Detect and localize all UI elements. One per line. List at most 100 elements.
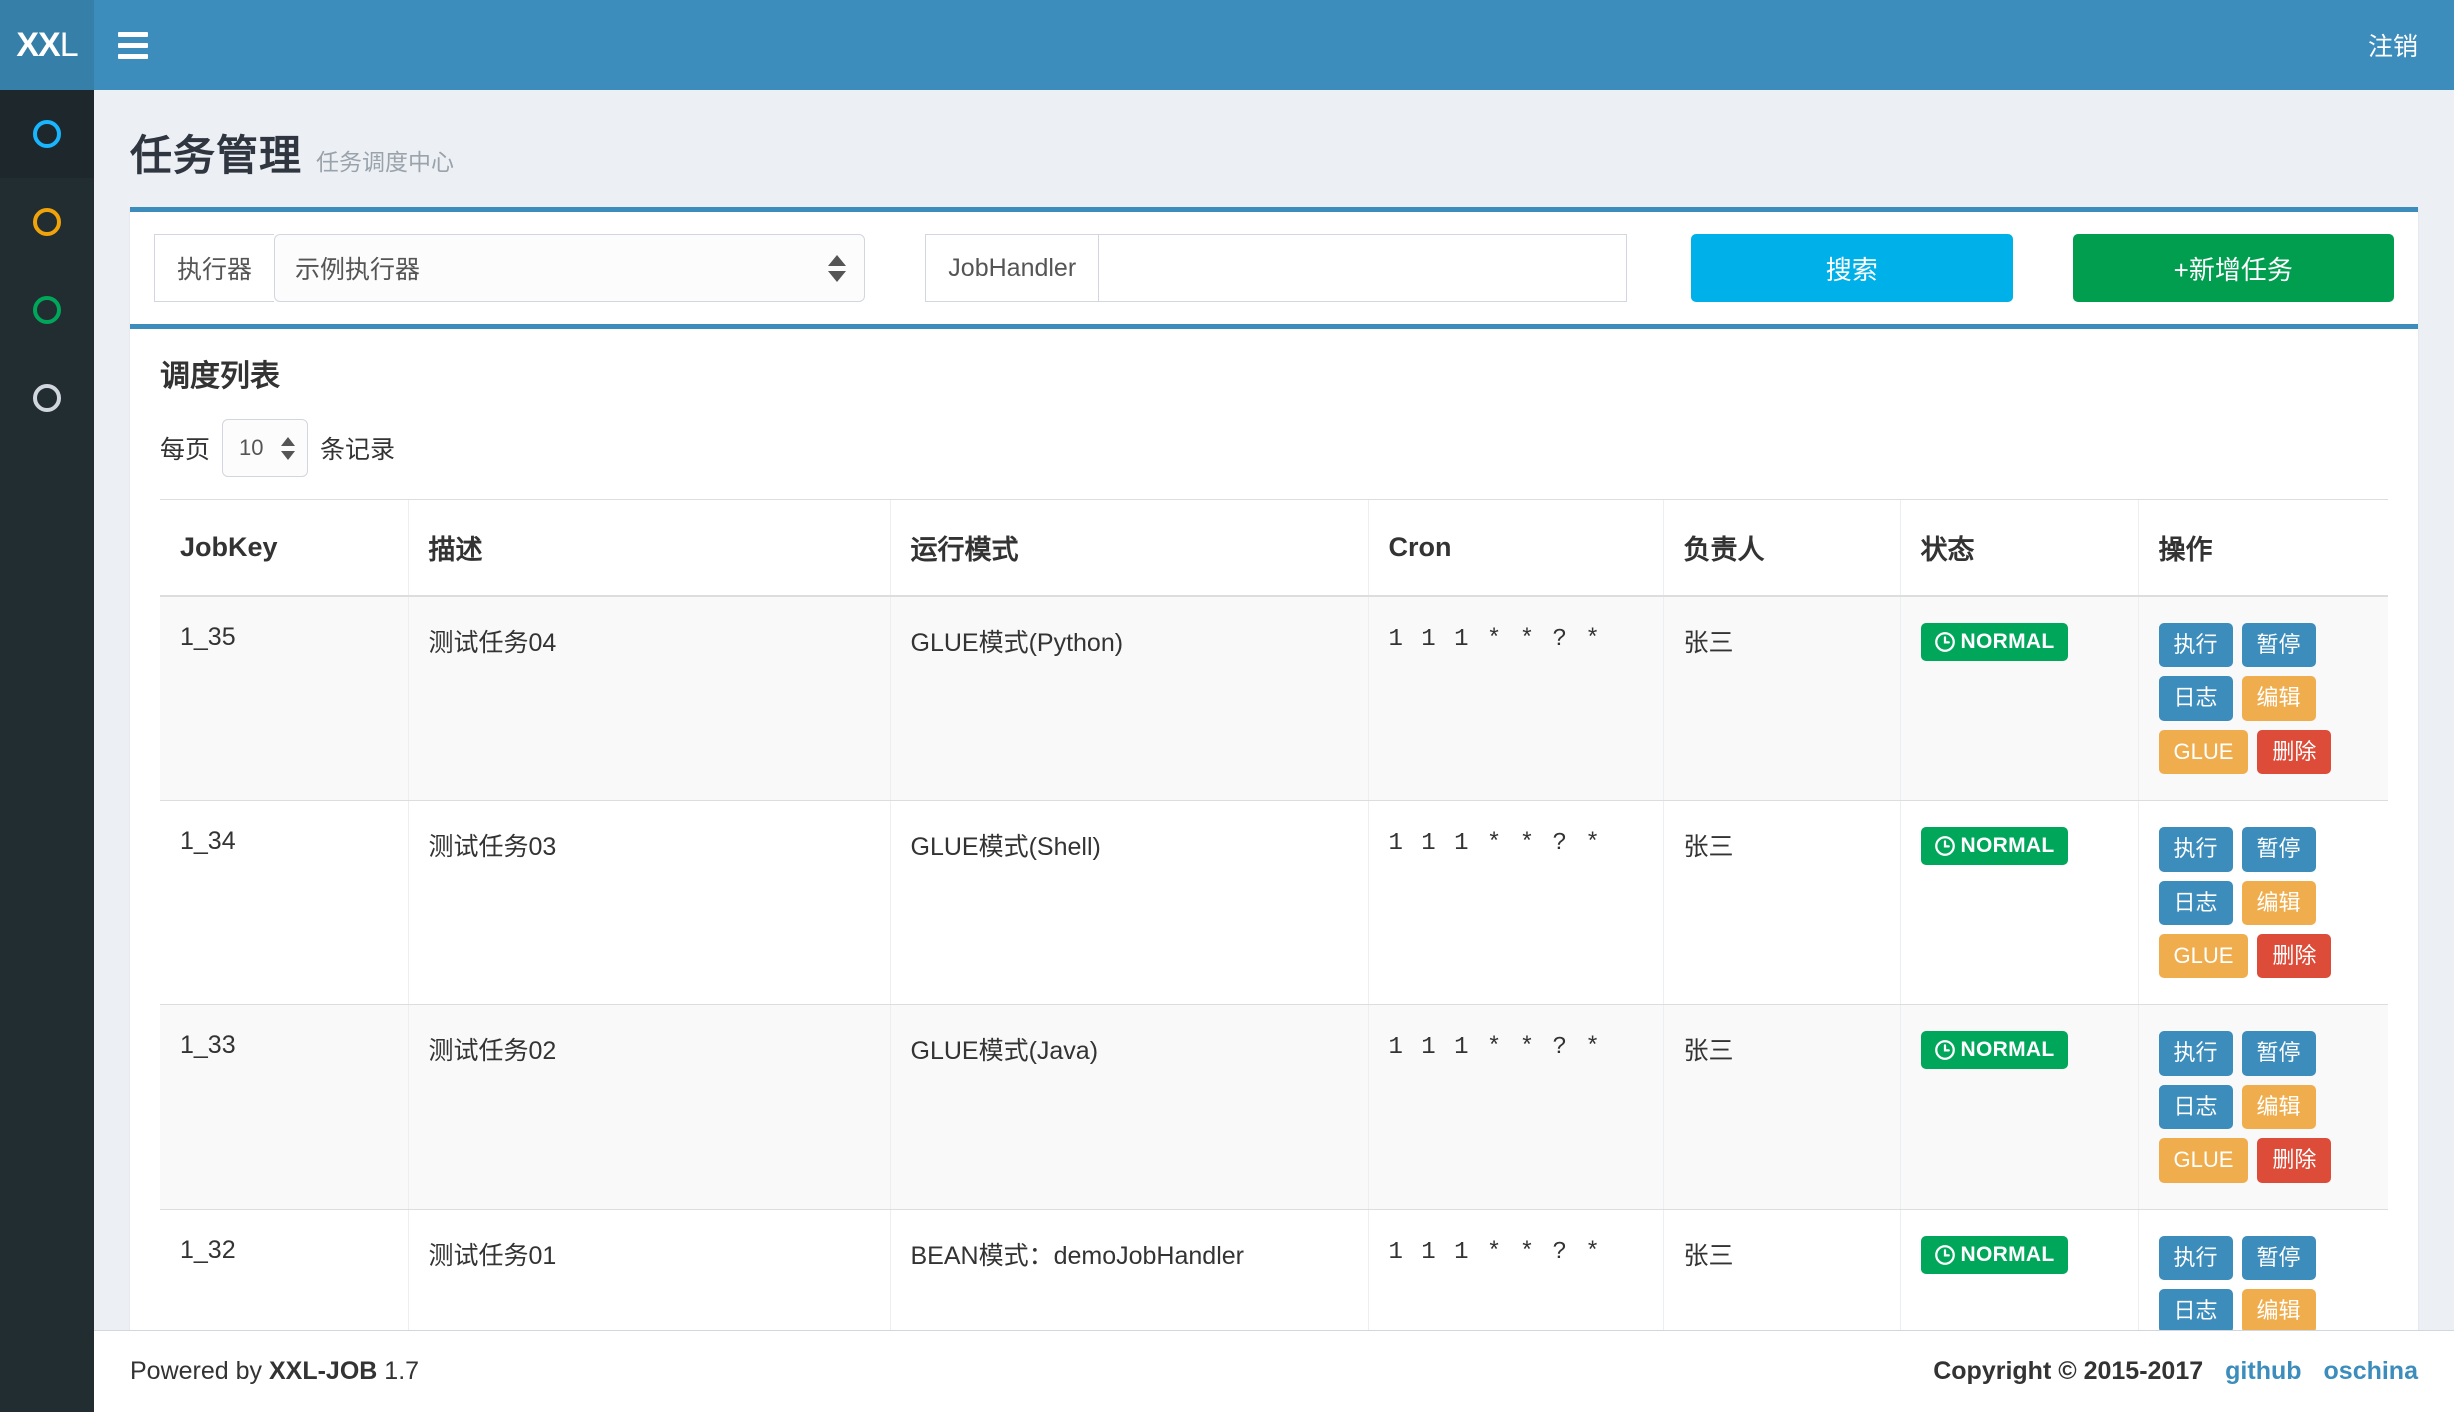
page-title: 任务管理 xyxy=(130,132,303,179)
row-1-op-删除-button[interactable]: 删除 xyxy=(2257,933,2332,979)
cell-desc: 测试任务03 xyxy=(407,800,890,1006)
status-badge-label: NORMAL xyxy=(1960,834,2055,858)
cron-value: 1 1 1 * * ? * xyxy=(1388,1238,1602,1266)
row-1-op-GLUE-button[interactable]: GLUE xyxy=(2158,933,2249,979)
footer-version: 1.7 xyxy=(384,1357,420,1385)
row-0-op-GLUE-button[interactable]: GLUE xyxy=(2158,729,2249,775)
cell-owner: 张三 xyxy=(1662,800,1900,1006)
row-1-op-日志-button[interactable]: 日志 xyxy=(2158,880,2233,925)
cell-mode: GLUE模式(Java) xyxy=(889,1004,1368,1210)
chevron-updown-icon xyxy=(828,254,847,282)
list-title: 调度列表 xyxy=(160,360,280,393)
status-badge: NORMAL xyxy=(1920,1031,2069,1070)
hamburger-bar xyxy=(118,31,148,37)
col-header-mode[interactable]: 运行模式 xyxy=(889,499,1368,597)
status-badge: NORMAL xyxy=(1920,623,2069,661)
row-0-op-日志-button[interactable]: 日志 xyxy=(2158,676,2233,721)
sidebar-item-4[interactable] xyxy=(0,354,94,442)
row-3-op-执行-button[interactable]: 执行 xyxy=(2158,1235,2233,1280)
row-2-op-GLUE-button[interactable]: GLUE xyxy=(2158,1138,2249,1183)
cell-mode: GLUE模式(Shell) xyxy=(889,800,1368,1006)
cell-status: NORMAL xyxy=(1899,800,2138,1006)
row-actions: 执行 暂停 日志 编辑 GLUE 删除 xyxy=(2158,623,2369,775)
cell-status: NORMAL xyxy=(1899,1004,2138,1210)
content-area: 任务管理 任务调度中心 执行器 示例执行器 JobHandler xyxy=(94,90,2454,1412)
sidebar-item-3[interactable] xyxy=(0,266,94,354)
row-2-op-日志-button[interactable]: 日志 xyxy=(2158,1084,2233,1130)
cell-desc: 测试任务02 xyxy=(407,1004,890,1210)
footer-product-name: XXL-JOB xyxy=(268,1357,378,1385)
row-0-op-删除-button[interactable]: 删除 xyxy=(2257,729,2332,775)
status-badge-label: NORMAL xyxy=(1960,1242,2055,1266)
search-button[interactable]: 搜索 xyxy=(1690,234,2013,302)
table-header-row: JobKey 描述 运行模式 Cron 负责人 状态 操作 xyxy=(160,499,2388,597)
page-length-select[interactable]: 10 xyxy=(222,419,309,477)
add-job-button[interactable]: +新增任务 xyxy=(2072,234,2395,302)
row-1-op-暂停-button[interactable]: 暂停 xyxy=(2241,827,2316,872)
cell-desc: 测试任务04 xyxy=(407,596,890,802)
row-1-op-编辑-button[interactable]: 编辑 xyxy=(2241,880,2316,925)
row-1-op-执行-button[interactable]: 执行 xyxy=(2158,827,2233,872)
footer-link-oschina[interactable]: oschina xyxy=(2323,1357,2418,1385)
col-header-cron[interactable]: Cron xyxy=(1367,499,1663,597)
row-2-op-暂停-button[interactable]: 暂停 xyxy=(2241,1031,2316,1076)
row-2-op-编辑-button[interactable]: 编辑 xyxy=(2241,1084,2316,1130)
logo[interactable]: XX L xyxy=(0,0,94,90)
status-badge: NORMAL xyxy=(1920,1235,2069,1274)
cell-jobkey: 1_35 xyxy=(160,596,408,802)
col-header-owner[interactable]: 负责人 xyxy=(1662,499,1900,597)
col-header-ops[interactable]: 操作 xyxy=(2137,499,2388,597)
footer-copyright: Copyright © 2015-2017 xyxy=(1933,1357,2204,1385)
logo-bold-text: XX xyxy=(16,25,60,64)
sidebar xyxy=(0,90,94,1412)
executor-select[interactable]: 示例执行器 xyxy=(274,234,866,302)
row-3-op-编辑-button[interactable]: 编辑 xyxy=(2241,1288,2316,1334)
cell-ops: 执行 暂停 日志 编辑 GLUE 删除 xyxy=(2137,1004,2388,1210)
cell-cron: 1 1 1 * * ? * xyxy=(1367,596,1663,802)
list-header: 调度列表 xyxy=(130,329,2418,401)
row-3-op-日志-button[interactable]: 日志 xyxy=(2158,1288,2233,1334)
logo-light-text: L xyxy=(59,25,79,64)
hamburger-bar xyxy=(118,53,148,59)
status-badge-label: NORMAL xyxy=(1960,1038,2055,1062)
search-panel: 执行器 示例执行器 JobHandler 搜索 +新增任务 xyxy=(130,207,2418,324)
hamburger-icon[interactable] xyxy=(94,0,172,90)
status-badge-label: NORMAL xyxy=(1960,630,2055,653)
row-0-op-编辑-button[interactable]: 编辑 xyxy=(2241,676,2316,721)
cell-ops: 执行 暂停 日志 编辑 GLUE 删除 xyxy=(2137,800,2388,1006)
jobhandler-input[interactable] xyxy=(1098,234,1627,302)
navbar-spacer xyxy=(172,0,2332,90)
footer-powered-prefix: Powered by xyxy=(130,1357,263,1385)
col-header-jobkey[interactable]: JobKey xyxy=(160,499,408,597)
table-row: 1_34 测试任务03 GLUE模式(Shell) 1 1 1 * * ? * 张三 NO… xyxy=(160,800,2388,1006)
col-header-desc[interactable]: 描述 xyxy=(407,499,890,597)
logout-link[interactable]: 注销 xyxy=(2367,33,2418,61)
job-table-head: JobKey 描述 运行模式 Cron 负责人 状态 操作 xyxy=(160,499,2388,597)
row-0-op-执行-button[interactable]: 执行 xyxy=(2158,623,2233,668)
executor-label: 执行器 xyxy=(154,234,275,302)
job-list-panel: 调度列表 每页 10 条记录 JobKey 描述 运行模式 xyxy=(130,324,2418,1412)
clock-icon xyxy=(1934,1244,1955,1265)
row-2-op-执行-button[interactable]: 执行 xyxy=(2158,1031,2233,1076)
status-badge: NORMAL xyxy=(1920,827,2069,866)
row-0-op-暂停-button[interactable]: 暂停 xyxy=(2241,623,2316,668)
clock-icon xyxy=(1934,836,1955,857)
clock-icon xyxy=(1934,1040,1955,1061)
cell-ops: 执行 暂停 日志 编辑 GLUE 删除 xyxy=(2137,596,2388,802)
row-2-op-删除-button[interactable]: 删除 xyxy=(2257,1138,2332,1183)
sidebar-item-2[interactable] xyxy=(0,178,94,266)
sidebar-item-1[interactable] xyxy=(0,90,94,178)
footer-link-github[interactable]: github xyxy=(2225,1357,2302,1385)
table-row: 1_32 测试任务01 BEAN模式：demoJobHandler 1 1 1 * *… xyxy=(160,1209,2388,1412)
page-length-value: 10 xyxy=(239,435,264,460)
cron-value: 1 1 1 * * ? * xyxy=(1388,1034,1602,1062)
row-3-op-暂停-button[interactable]: 暂停 xyxy=(2241,1235,2316,1280)
circle-icon xyxy=(33,208,61,236)
search-row: 执行器 示例执行器 JobHandler 搜索 +新增任务 xyxy=(130,212,2418,324)
cell-mode: GLUE模式(Python) xyxy=(889,596,1368,802)
cell-cron: 1 1 1 * * ? * xyxy=(1367,800,1663,1006)
footer: Powered by XXL-JOB 1.7 Copyright © 2015-… xyxy=(94,1330,2454,1412)
col-header-status[interactable]: 状态 xyxy=(1899,499,2138,597)
job-table-body: 1_35 测试任务04 GLUE模式(Python) 1 1 1 * * ? * 张三 N… xyxy=(160,596,2388,1412)
row-actions: 执行 暂停 日志 编辑 GLUE 删除 xyxy=(2158,827,2369,979)
